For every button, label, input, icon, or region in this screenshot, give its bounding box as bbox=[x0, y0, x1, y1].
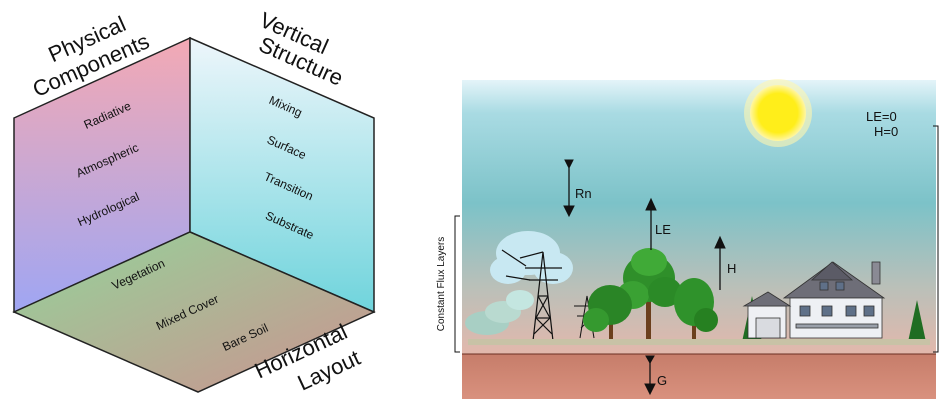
rn-label: Rn bbox=[575, 186, 592, 201]
shrub-icon bbox=[465, 290, 534, 335]
constant-flux-bracket bbox=[454, 215, 460, 353]
h-arrow bbox=[714, 235, 726, 290]
g-arrow bbox=[644, 355, 656, 396]
right-bracket bbox=[933, 125, 939, 353]
le-arrow bbox=[645, 197, 657, 250]
tree-icon bbox=[583, 285, 632, 342]
tree-icon bbox=[617, 248, 682, 343]
ground bbox=[462, 354, 936, 399]
le-label: LE bbox=[655, 222, 671, 237]
constant-flux-layers-label: Constant Flux Layers bbox=[436, 237, 447, 332]
house-icon bbox=[742, 261, 886, 339]
h-label: H bbox=[727, 261, 736, 276]
power-tower-icon bbox=[501, 249, 562, 342]
le-zero-label: LE=0 bbox=[866, 109, 897, 124]
horizontal-layout-face bbox=[12, 231, 376, 393]
sun-icon bbox=[744, 79, 812, 147]
cube-diagram: Physical Components Vertical Structure H… bbox=[12, 7, 376, 395]
g-label: G bbox=[657, 373, 667, 388]
rn-arrow bbox=[563, 159, 575, 218]
cloud-icon bbox=[490, 231, 573, 284]
grass bbox=[468, 339, 930, 345]
flux-scene: Rn LE H G LE=0 H=0 Constant Flux Layers bbox=[436, 79, 939, 399]
tree-icon bbox=[674, 278, 718, 342]
h-zero-label: H=0 bbox=[874, 124, 898, 139]
